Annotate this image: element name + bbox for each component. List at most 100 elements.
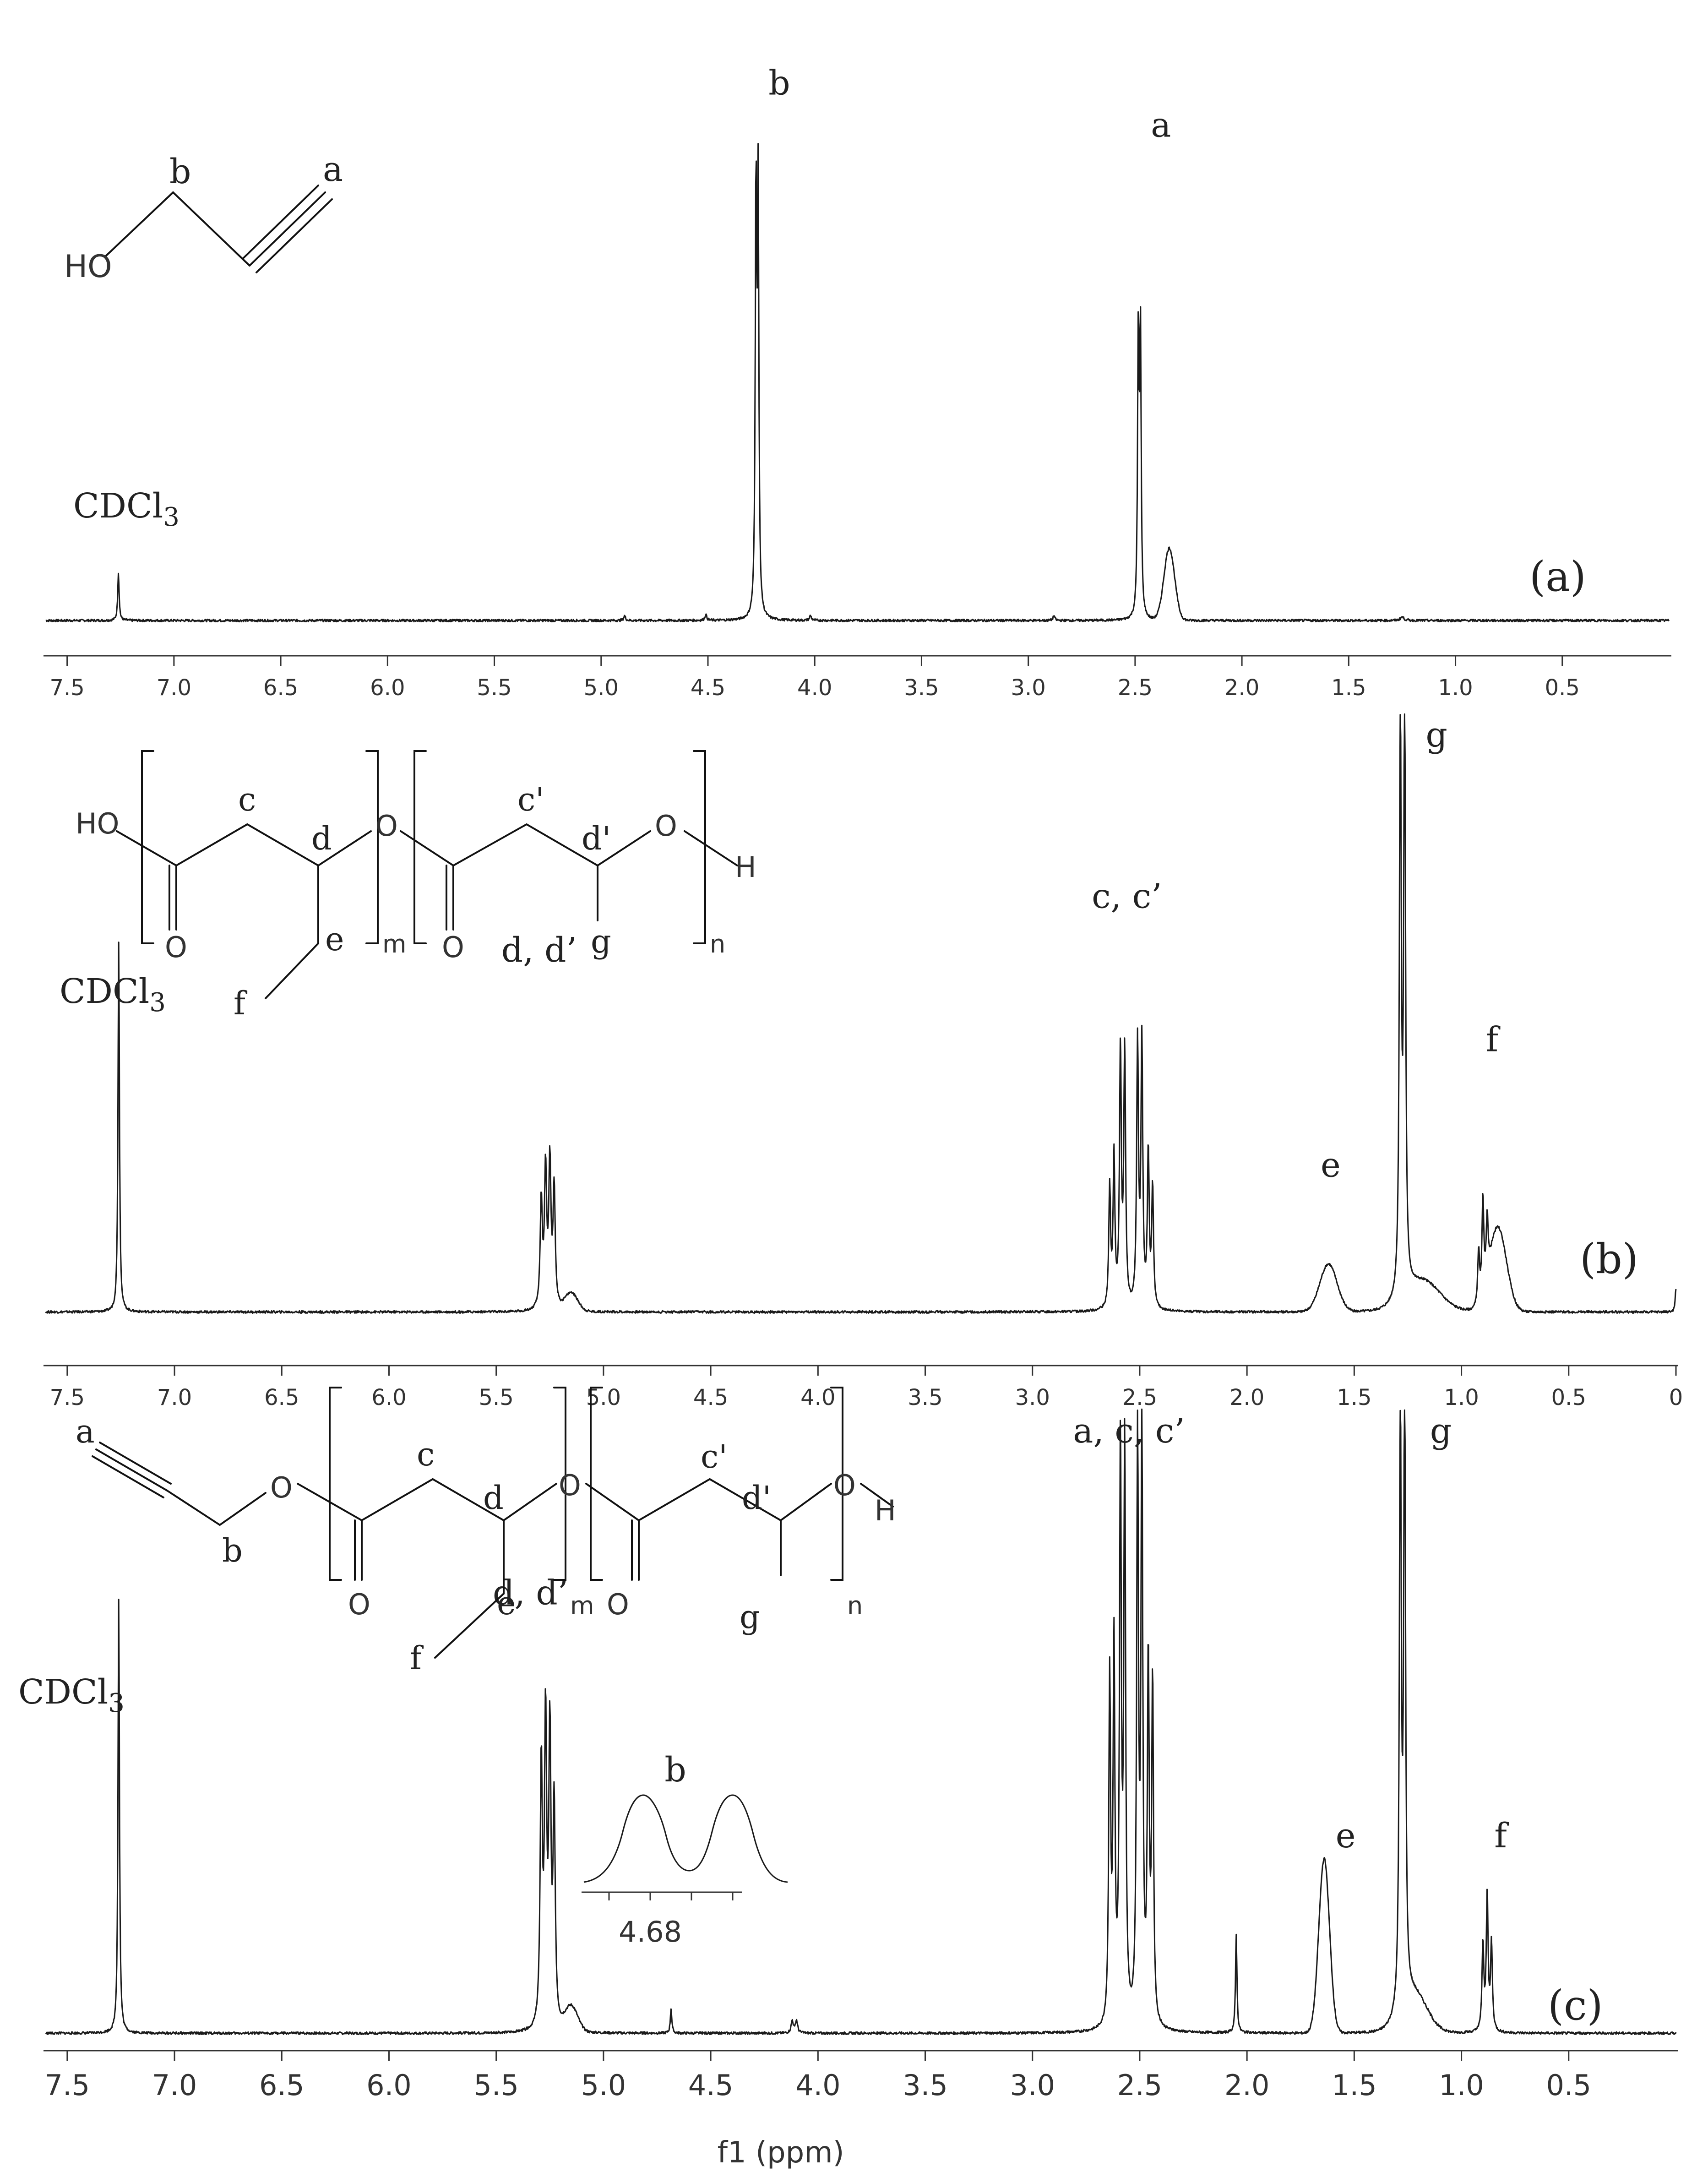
x-tick-label: 5.0 [586,1385,621,1410]
x-tick-label: 6.5 [259,2069,305,2102]
x-tick-label: 7.0 [152,2069,197,2102]
x-tick-label: 1.5 [1337,1385,1371,1410]
x-tick-label: 2.0 [1229,1385,1264,1410]
structure-label-g: g [591,923,611,960]
tick-group-c: 7.5 7.0 6.5 6.0 5.5 5.0 4.5 4.0 3.5 3.0 2.5 2.0 1.5 1… [45,2051,1591,2102]
x-tick-label: 6.0 [366,2069,412,2102]
panel-label-b: (b) [1580,1235,1638,1283]
spectrum-line-c [45,1408,1677,2036]
molecule-structure-b: HO O O O O H c d e f c' d' g m n [76,750,756,1022]
panel-label-a: (a) [1529,553,1586,601]
structure-label-c-prime: c' [517,781,544,818]
structure-label-f: f [234,985,248,1022]
x-tick-label: 3.0 [1010,2069,1055,2102]
structure-label-a: a [76,1413,95,1450]
structure-label-c: c [417,1436,435,1473]
x-tick-label: 1.0 [1438,675,1473,701]
x-tick-label: 4.0 [797,675,832,701]
spectrum-panel-a: 7.5 7.0 6.5 6.0 5.5 5.0 4.5 4.0 3.5 3.0 2.5 2.0 1.5 1… [44,64,1671,701]
x-tick-label: 1.5 [1331,675,1366,701]
structure-atom-o-2: O [165,931,187,964]
structure-label-a: a [323,150,343,189]
spectrum-line-a [45,143,1670,623]
structure-label-c-prime: c' [701,1438,727,1475]
inset-b-doublet: b 4.68 [582,1750,788,1949]
x-tick-label: 0.5 [1546,2069,1591,2102]
peak-label: g [1426,715,1447,755]
x-tick-label: 1.0 [1444,1385,1479,1410]
structure-label-d-prime: d' [742,1479,771,1517]
panel-label-c: (c) [1548,1981,1603,2030]
structure-atom-ho: HO [64,249,112,285]
peak-label: a, c, c’ [1073,1411,1185,1451]
tick-group-b: 7.5 7.0 6.5 6.0 5.5 5.0 4.5 4.0 3.5 3.0 2.5 2.0 1.5 1… [50,1366,1683,1410]
x-tick-label: 4.0 [800,1385,835,1410]
x-tick-label: 2.0 [1224,675,1259,701]
structure-label-b: b [222,1532,243,1569]
structure-label-d-prime: d' [582,820,611,857]
molecule-structure-a: HO b a [64,150,343,285]
peak-label: e [1336,1816,1356,1856]
structure-atom-o-1: O [375,809,398,843]
x-axis-label: f1 (ppm) [717,2136,844,2170]
peak-label: f [1494,1816,1509,1856]
spectrum-line-b [45,713,1677,1314]
x-tick-label: 0.5 [1551,1385,1586,1410]
spectrum-panel-b: 7.5 7.0 6.5 6.0 5.5 5.0 4.5 4.0 3.5 3.0 2.5 2.0 1.5 1… [44,713,1683,1410]
structure-subscript-n: n [847,1591,863,1620]
inset-label-b: b [664,1750,686,1790]
x-tick-label: 2.5 [1117,2069,1163,2102]
x-tick-label: 0.5 [1545,675,1580,701]
x-tick-label: 1.0 [1439,2069,1484,2102]
structure-atom-h: H [735,850,756,884]
structure-atom-h: H [875,1494,896,1527]
solvent-label-b: CDCl3 [60,972,166,1018]
x-tick-label: 7.0 [157,675,191,701]
x-tick-label: 3.0 [1015,1385,1050,1410]
structure-atom-o-1: O [270,1471,293,1504]
x-tick-label: 5.0 [581,2069,626,2102]
peak-label-group-a: ba [768,64,1171,145]
x-tick-label: 6.5 [264,1385,299,1410]
peak-label: a [1151,105,1171,145]
peak-label: g [1430,1411,1452,1451]
x-tick-label: 5.5 [477,675,511,701]
solvent-label-a: CDCl3 [73,486,180,532]
x-tick-label: 2.5 [1122,1385,1157,1410]
x-tick-label: 4.5 [691,675,725,701]
molecule-structure-c: O O O O O H a b c d e f c' d' g m n [76,1387,896,1677]
structure-subscript-n: n [710,930,725,958]
x-tick-label: 5.5 [473,2069,519,2102]
x-tick-label: 7.5 [50,1385,85,1410]
x-tick-label: 3.5 [903,2069,948,2102]
peak-label: e [1321,1146,1341,1185]
structure-label-g: g [740,1598,760,1636]
peak-label-group-c: d, d’a, c, c’egf [493,1411,1509,1856]
x-tick-label: 7.0 [157,1385,192,1410]
x-tick-label: 5.5 [479,1385,514,1410]
structure-atom-o-2: O [559,1469,581,1502]
inset-curve [583,1794,788,1883]
x-tick-label: 0 [1669,1385,1683,1410]
x-tick-label: 4.5 [688,2069,734,2102]
spectrum-panel-c: 7.5 7.0 6.5 6.0 5.5 5.0 4.5 4.0 3.5 3.0 2.5 2.0 1.5 1… [18,1387,1678,2170]
x-tick-label: 4.0 [795,2069,841,2102]
structure-atom-ho: HO [76,807,119,840]
solvent-label-c: CDCl3 [18,1672,125,1718]
tick-group-a: 7.5 7.0 6.5 6.0 5.5 5.0 4.5 4.0 3.5 3.0 2.5 2.0 1.5 1… [49,656,1580,701]
structure-label-b: b [169,152,191,191]
peak-label: d, d’ [501,931,577,970]
structure-atom-o-3: O [442,931,464,964]
x-tick-label: 3.5 [908,1385,942,1410]
x-tick-label: 7.5 [49,675,84,701]
x-tick-label: 5.0 [584,675,619,701]
peak-label: c, c’ [1092,876,1162,916]
x-tick-label: 6.5 [263,675,298,701]
x-tick-label: 6.0 [371,1385,406,1410]
structure-label-f: f [410,1639,424,1677]
peak-label: f [1486,1020,1501,1060]
structure-label-c: c [238,781,256,818]
x-tick-label: 6.0 [370,675,405,701]
